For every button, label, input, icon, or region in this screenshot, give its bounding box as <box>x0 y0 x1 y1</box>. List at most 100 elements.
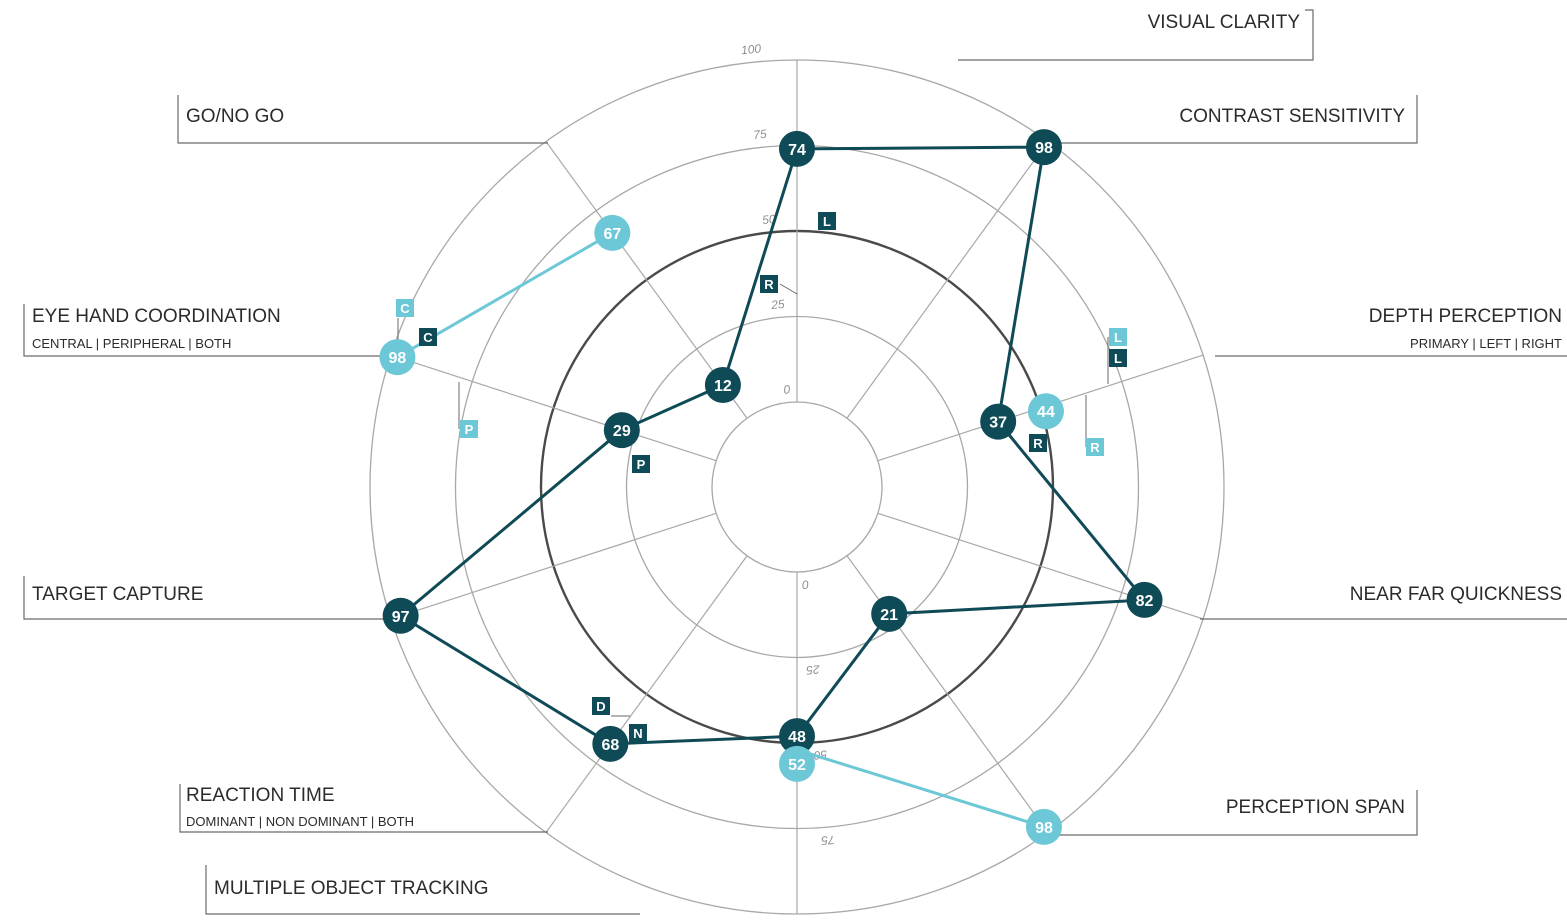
marker-letter: R <box>1033 436 1043 451</box>
data-node-circle <box>382 597 419 634</box>
data-node-circle <box>603 412 640 449</box>
point-multiple-object-tracking-dark: 48 <box>779 718 815 755</box>
ring-labels: 02550751000255075100 <box>740 41 846 920</box>
marker-box <box>632 455 650 473</box>
data-node-circle <box>779 130 815 167</box>
axis-label-depth-perception: DEPTH PERCEPTION PRIMARY | LEFT | RIGHT <box>1215 306 1567 357</box>
data-node-circle <box>871 595 908 632</box>
axis-label-leader <box>958 9 1314 61</box>
axis-name: NEAR FAR QUICKNESS <box>1350 584 1562 605</box>
axis-label-target-capture: TARGET CAPTURE <box>23 576 393 620</box>
marker-eye-hand-coordination-p-dark: P <box>632 455 650 473</box>
point-contrast-sensitivity-dark: 98 <box>1025 129 1062 166</box>
axis-label-leader <box>177 95 548 144</box>
marker-box <box>460 420 478 438</box>
ring-tick-label: 100 <box>824 917 845 920</box>
marker-visual-clarity-r-dark: R <box>760 275 798 295</box>
data-node-circle <box>704 367 741 404</box>
axis-name: CONTRAST SENSITIVITY <box>1179 106 1405 127</box>
axis-name: REACTION TIME <box>186 785 335 806</box>
ring-tick-label: 25 <box>805 662 821 677</box>
axis-name: VISUAL CLARITY <box>1148 12 1301 33</box>
axis-sub-label: DOMINANT | NON DOMINANT | BOTH <box>186 814 414 829</box>
marker-box <box>1029 434 1047 452</box>
data-node-value: 97 <box>392 609 410 626</box>
marker-eye-hand-coordination-p-light: P <box>458 382 478 438</box>
axis-label-near-far-quickness: NEAR FAR QUICKNESS <box>1200 584 1567 620</box>
data-node-value: 82 <box>1136 593 1154 610</box>
ring-tick-label: 0 <box>783 382 791 397</box>
axis-label-leader <box>23 304 380 357</box>
axis-label-reaction-time: REACTION TIME DOMINANT | NON DOMINANT | B… <box>179 784 548 833</box>
data-node-value: 12 <box>714 378 732 395</box>
ring-tick-label: 0 <box>801 577 809 592</box>
axis-label-visual-clarity: VISUAL CLARITY <box>958 9 1314 61</box>
data-node-circle <box>592 725 629 762</box>
data-nodes: 74 98 37 82 21 48 68 97 29 12 67 98 52 98 44 <box>379 129 1163 845</box>
marker-letter: L <box>823 214 831 229</box>
marker-letter: R <box>1090 440 1100 455</box>
marker-depth-perception-r-dark: R <box>1029 434 1047 452</box>
ring-tick-label: 100 <box>740 41 762 57</box>
axis-label-multiple-object-tracking: MULTIPLE OBJECT TRACKING <box>205 865 640 915</box>
spoke-perception-span <box>846 555 1049 833</box>
data-node-value: 98 <box>1035 820 1053 837</box>
data-node-circle <box>379 339 416 376</box>
marker-leader <box>779 283 798 295</box>
point-target-capture-dark: 97 <box>382 597 419 634</box>
point-eye-hand-coordination-dark: 29 <box>603 412 640 449</box>
point-depth-perception-dark: 37 <box>980 403 1017 440</box>
data-node-value: 29 <box>613 423 631 440</box>
data-node-circle <box>779 745 815 782</box>
ring-tick-label: 75 <box>753 127 768 142</box>
marker-letter: L <box>1114 351 1122 366</box>
point-visual-clarity-dark: 74 <box>779 130 815 167</box>
axis-name: TARGET CAPTURE <box>32 584 203 605</box>
marker-letter: L <box>1114 330 1122 345</box>
data-node-value: 37 <box>989 415 1007 432</box>
marker-box <box>1109 328 1127 346</box>
axis-label-leader <box>205 865 640 915</box>
marker-box <box>760 275 778 293</box>
ring-tick-label: 25 <box>769 297 785 312</box>
point-perception-span-light: 98 <box>1025 808 1062 845</box>
axis-name: DEPTH PERCEPTION <box>1369 306 1562 327</box>
spoke-target-capture <box>390 512 717 620</box>
marker-box <box>419 328 437 346</box>
point-reaction-time-dark: 68 <box>592 725 629 762</box>
data-node-value: 52 <box>788 757 806 774</box>
axis-label-leader <box>179 784 548 833</box>
axis-sub-label: CENTRAL | PERIPHERAL | BOTH <box>32 336 231 351</box>
data-node-circle <box>1025 129 1062 166</box>
point-near-far-quickness-dark: 82 <box>1126 581 1163 618</box>
spoke-reaction-time <box>545 555 748 833</box>
axis-name: PERCEPTION SPAN <box>1226 797 1405 818</box>
data-node-circle <box>594 214 631 251</box>
ring-tick-label: 75 <box>820 833 835 848</box>
point-go-no-go-dark: 12 <box>704 367 741 404</box>
data-node-value: 44 <box>1037 404 1055 421</box>
axis-label-leader <box>1050 790 1418 836</box>
marker-reaction-time-d-dark: D <box>592 697 630 717</box>
marker-letter: C <box>400 301 410 316</box>
series-1-segment-1 <box>796 748 1045 829</box>
axis-name: GO/NO GO <box>186 106 284 127</box>
point-go-no-go-light: 67 <box>594 214 631 251</box>
data-node-circle <box>980 403 1017 440</box>
axis-label-perception-span: PERCEPTION SPAN <box>1050 790 1418 836</box>
data-node-value: 98 <box>389 350 407 367</box>
radar-grid <box>369 59 1225 915</box>
data-node-circle <box>779 718 815 755</box>
marker-box <box>1086 438 1104 456</box>
axis-label-leader <box>1040 95 1418 144</box>
point-multiple-object-tracking-light: 52 <box>779 745 815 782</box>
marker-box <box>629 724 647 742</box>
axis-label-contrast-sensitivity: CONTRAST SENSITIVITY <box>1040 95 1418 144</box>
marker-box <box>818 212 836 230</box>
marker-box <box>1109 349 1127 367</box>
series-lines <box>396 145 1147 829</box>
point-eye-hand-coordination-light: 98 <box>379 339 416 376</box>
marker-depth-perception-l-dark: L <box>1109 349 1127 367</box>
